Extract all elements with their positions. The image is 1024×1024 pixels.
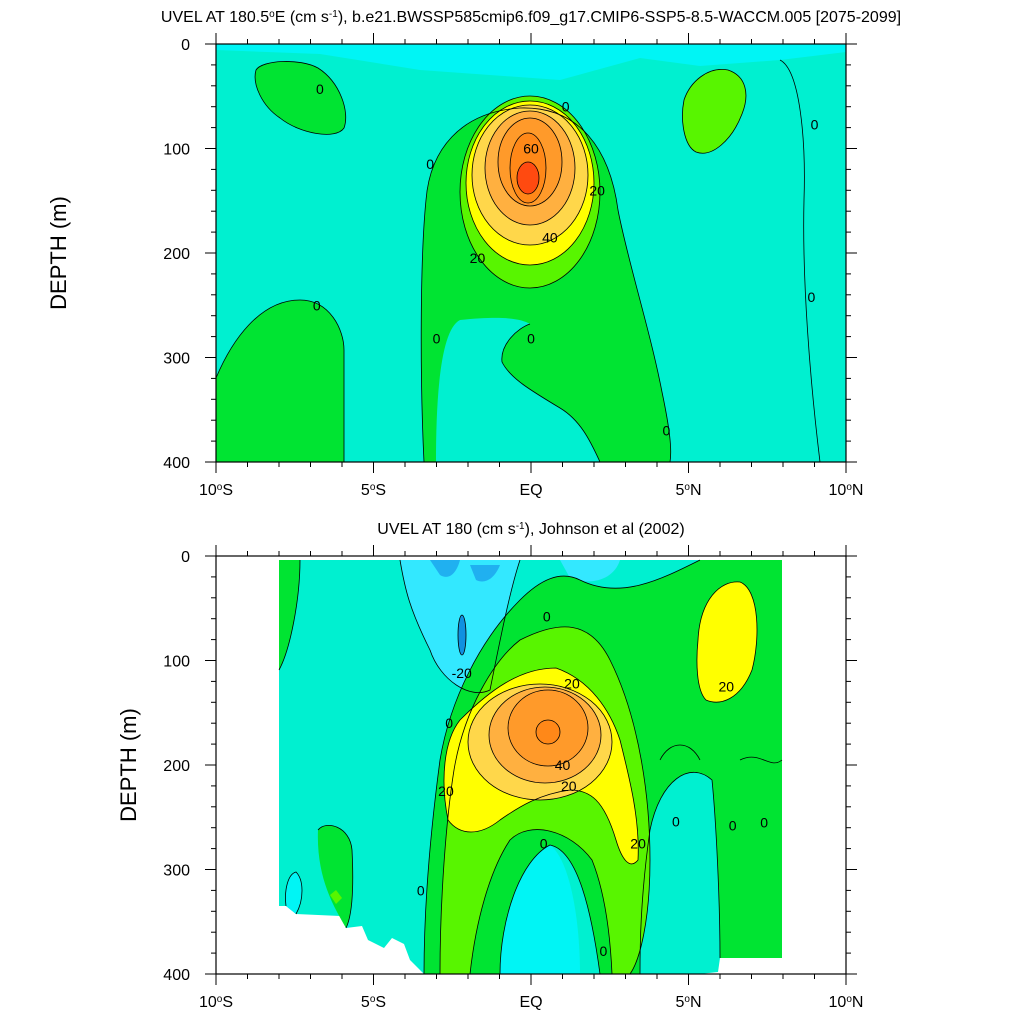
bottom-contour-label: 0 (760, 814, 768, 830)
bottom-fill-sw-cyan (285, 872, 302, 914)
top-contour-label: 40 (542, 229, 558, 245)
top-contour-label: 0 (663, 423, 671, 439)
top-x-tick-label: EQ (519, 482, 542, 499)
top-contour-label: 60 (523, 141, 539, 157)
top-contour-label: 0 (426, 156, 434, 172)
top-contour-label: 0 (807, 289, 815, 305)
bottom-y-tick-label: 0 (181, 549, 190, 566)
bottom-fill-deep-cyan (500, 845, 580, 974)
bottom-x-axis-labels: 10oS 5oS EQ 5oN 10oN (199, 994, 863, 1012)
top-contour-labels: 0 0 0 0 60 20 40 20 0 0 0 0 0 (313, 81, 819, 439)
top-contour-label: 0 (562, 99, 570, 115)
bottom-contour-label: 20 (561, 778, 577, 794)
bottom-y-tick-label: 300 (163, 863, 190, 880)
bottom-panel-title: UVEL AT 180 (cm s-1), Johnson et al (200… (377, 521, 684, 539)
top-contour-label: 20 (589, 182, 605, 198)
bottom-fill-surface-cyan-east (560, 560, 620, 582)
bottom-contour-label: 20 (630, 835, 646, 851)
bottom-x-tick-label: 5oN (675, 994, 701, 1012)
top-y-tick-label: 300 (163, 351, 190, 368)
bottom-contour-label: 0 (600, 943, 608, 959)
top-fill-70 (517, 162, 539, 194)
top-y-tick-label: 200 (163, 246, 190, 263)
bottom-fill-westward-core-3 (458, 615, 466, 655)
top-contour-label: 0 (433, 331, 441, 347)
bottom-contour-lines (278, 559, 783, 974)
top-axis-ticks (205, 33, 857, 473)
top-panel-title: UVEL AT 180.5oE (cm s-1), b.e21.BWSSP585… (161, 9, 901, 27)
top-y-tick-label: 0 (181, 37, 190, 54)
bottom-fill-sw-patch (330, 890, 342, 904)
top-fill-lobe-ne (682, 69, 746, 154)
top-y-axis-title: DEPTH (m) (46, 196, 71, 310)
bottom-contour-label: -20 (452, 665, 472, 681)
bottom-contour-label: 0 (729, 818, 737, 834)
bottom-axis-ticks (205, 545, 857, 985)
bottom-contour-label: 0 (540, 835, 548, 851)
bottom-fill-nw-green (279, 560, 300, 670)
bottom-x-tick-label: 10oN (829, 994, 864, 1012)
top-fill-lobe-sw-deep (216, 300, 344, 462)
top-y-tick-label: 400 (163, 455, 190, 472)
top-contour-field (216, 44, 846, 462)
bottom-contour-label: 0 (672, 813, 680, 829)
bottom-contour-field (278, 559, 783, 974)
top-panel: UVEL AT 180.5oE (cm s-1), b.e21.BWSSP585… (46, 9, 901, 500)
bottom-contour-label: 20 (564, 675, 580, 691)
bottom-panel: UVEL AT 180 (cm s-1), Johnson et al (200… (116, 521, 863, 1012)
top-y-axis-labels: 0 100 200 300 400 (163, 37, 190, 472)
bottom-contour-label: 0 (445, 715, 453, 731)
bottom-fill-westward-core-2 (470, 565, 500, 582)
bottom-y-tick-label: 200 (163, 758, 190, 775)
bottom-contour-label: 20 (438, 783, 454, 799)
bottom-contour-label: 20 (719, 679, 735, 695)
top-x-tick-label: 10oN (829, 482, 864, 500)
bottom-contour-label: 0 (543, 609, 551, 625)
top-x-tick-label: 5oN (675, 482, 701, 500)
bottom-y-tick-label: 100 (163, 654, 190, 671)
bottom-fill-sw-green (317, 825, 353, 928)
bottom-fill-20-east (696, 581, 757, 703)
bottom-y-axis-title: DEPTH (m) (116, 708, 141, 822)
bottom-x-tick-label: 5oS (361, 994, 386, 1012)
bottom-fill-westward-core-1 (430, 560, 460, 577)
bottom-contour-label: 0 (417, 882, 425, 898)
bottom-contour-label: 40 (555, 757, 571, 773)
top-contour-label: 0 (527, 331, 535, 347)
top-contour-label: 20 (470, 250, 486, 266)
bottom-x-tick-label: 10oS (199, 994, 233, 1012)
top-contour-label: 0 (313, 297, 321, 313)
top-x-tick-label: 10oS (199, 482, 233, 500)
bottom-y-tick-label: 400 (163, 967, 190, 984)
top-contour-label: 0 (316, 81, 324, 97)
top-contour-label: 0 (811, 116, 819, 132)
top-contour-lines (216, 59, 821, 462)
top-fill-surface-cyan (216, 44, 846, 80)
bottom-fill-60 (536, 720, 560, 744)
bottom-x-tick-label: EQ (519, 994, 542, 1011)
top-y-tick-label: 100 (163, 142, 190, 159)
top-x-axis-labels: 10oS 5oS EQ 5oN 10oN (199, 482, 863, 500)
bottom-y-axis-labels: 0 100 200 300 400 (163, 549, 190, 984)
bottom-contour-labels: 0 -20 20 20 0 40 20 20 0 0 0 0 20 0 0 (417, 609, 768, 959)
top-x-tick-label: 5oS (361, 482, 386, 500)
